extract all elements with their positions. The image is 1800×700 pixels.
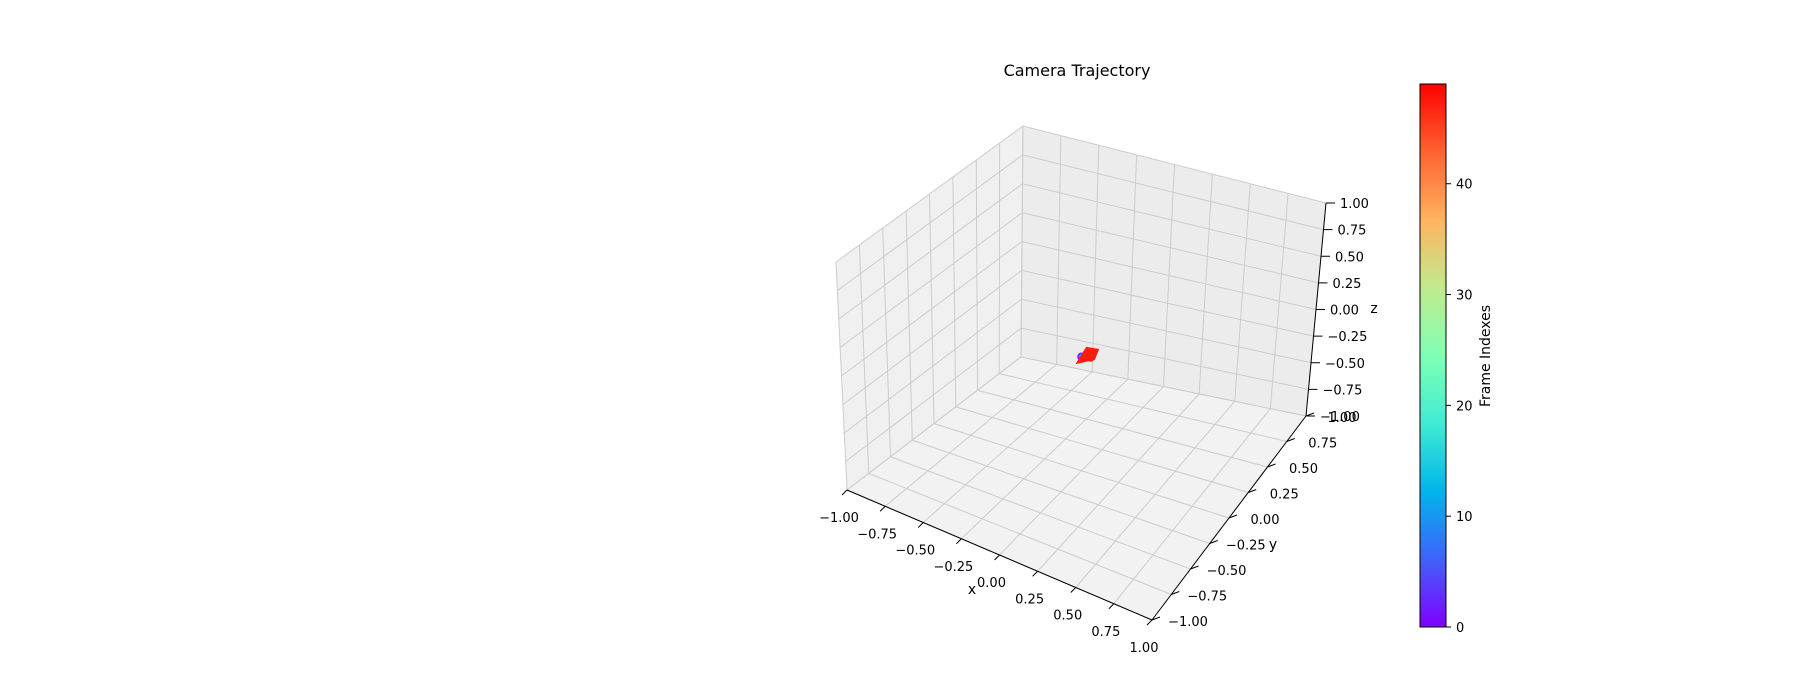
- y-axis-label: y: [1269, 537, 1277, 553]
- colorbar-gradient: [1419, 83, 1447, 628]
- tick-mark: [1267, 463, 1276, 468]
- tick-label: 0.25: [1333, 277, 1362, 292]
- tick-label: −1.00: [819, 511, 859, 526]
- grid-lines: [835, 125, 1327, 621]
- z-axis-label: z: [1370, 301, 1377, 317]
- colorbar-tick-label: 30: [1456, 289, 1473, 304]
- colorbar-ticks: 0 10 20 30 40: [1446, 178, 1473, 636]
- grid-line: [1113, 408, 1271, 605]
- grid-line: [1234, 183, 1251, 402]
- tick-mark: [917, 522, 924, 528]
- tick-mark: [1032, 570, 1038, 577]
- tick-mark: [1190, 565, 1199, 570]
- tick-label: 0.50: [1053, 609, 1082, 624]
- tick-label: −0.25: [1226, 539, 1266, 554]
- tick-mark: [1248, 489, 1257, 493]
- tick-mark: [1108, 603, 1115, 610]
- tick-mark: [1286, 438, 1295, 442]
- colorbar-tick-label: 40: [1456, 178, 1473, 193]
- tick-label: −0.25: [933, 560, 973, 575]
- grid-line: [975, 159, 978, 391]
- x-axis-ticks: −1.00−0.75 −0.50−0.25 0.00 0.25 0.50 0.75 1.00: [819, 489, 1159, 656]
- tick-mark: [1209, 540, 1218, 544]
- tick-label: −0.75: [857, 527, 897, 542]
- tick-mark: [1171, 591, 1180, 595]
- tick-label: −1.00: [1320, 410, 1360, 425]
- tick-label: 0.25: [1270, 488, 1299, 503]
- colorbar-tick-label: 20: [1456, 399, 1473, 414]
- tick-label: 0.00: [1251, 513, 1280, 528]
- grid-line: [1269, 193, 1289, 409]
- grid-line: [999, 373, 1287, 442]
- tick-mark: [1070, 587, 1077, 593]
- tick-mark: [1228, 514, 1238, 519]
- tick-label: 0.25: [1015, 592, 1044, 607]
- grid-line: [1075, 400, 1236, 588]
- colorbar-tick-label: 0: [1456, 621, 1464, 636]
- grid-line: [835, 125, 1327, 263]
- axes-3d: −1.00−0.75−0.50−0.250.000.250.500.751.00…: [819, 125, 1378, 656]
- x-axis-label: x: [968, 582, 976, 598]
- grid-line: [1020, 125, 1024, 358]
- z-axis-ticks: −1.00 −0.75 −0.50 −0.25 0.00 0.25 0.50 0.75 1.00: [1306, 197, 1369, 425]
- tick-label: 0.75: [1091, 625, 1120, 640]
- tick-label: 0.00: [977, 576, 1006, 591]
- tick-label: −0.50: [1207, 564, 1247, 579]
- tick-label: −0.50: [895, 544, 935, 559]
- y-axis-ticks: −1.00 −0.75 −0.50 −0.25 0.00 0.25 0.50 0.75 1.00: [1151, 411, 1357, 630]
- grid-line: [1037, 393, 1200, 572]
- tick-label: 0.00: [1330, 304, 1359, 319]
- tick-label: 0.50: [1335, 250, 1364, 265]
- tick-mark: [1146, 619, 1153, 626]
- floor-pane: [847, 357, 1306, 620]
- tick-label: 1.00: [1328, 411, 1357, 426]
- colorbar-label: Frame Indexes: [1478, 305, 1494, 407]
- grid-line: [1198, 174, 1213, 394]
- tick-mark: [1151, 616, 1161, 621]
- tick-mark: [879, 505, 886, 512]
- tick-mark: [841, 489, 848, 496]
- tick-label: −1.00: [1168, 615, 1208, 630]
- grid-line: [955, 406, 1249, 493]
- tick-label: −0.25: [1328, 330, 1368, 345]
- tick-mark: [956, 538, 962, 545]
- colorbar: 0 10 20 30 40 Frame Indexes: [1419, 83, 1494, 636]
- tick-label: −0.75: [1187, 590, 1227, 605]
- grid-line: [933, 423, 1230, 519]
- camera-trajectory: [1075, 346, 1100, 365]
- camera-frustum-marker: [1075, 346, 1100, 365]
- tick-label: −0.75: [1323, 383, 1363, 398]
- grid-line: [1020, 356, 1307, 417]
- grid-line: [977, 389, 1268, 468]
- tick-label: 1.00: [1340, 197, 1369, 212]
- tick-label: 0.50: [1289, 462, 1318, 477]
- tick-label: −0.50: [1325, 357, 1365, 372]
- chart-title: Camera Trajectory: [1004, 61, 1151, 80]
- tick-label: 0.75: [1308, 437, 1337, 452]
- tick-label: 0.75: [1338, 224, 1367, 239]
- colorbar-tick-label: 10: [1456, 510, 1473, 525]
- tick-label: 1.00: [1130, 641, 1159, 656]
- tick-mark: [994, 554, 1000, 561]
- grid-line: [952, 176, 957, 407]
